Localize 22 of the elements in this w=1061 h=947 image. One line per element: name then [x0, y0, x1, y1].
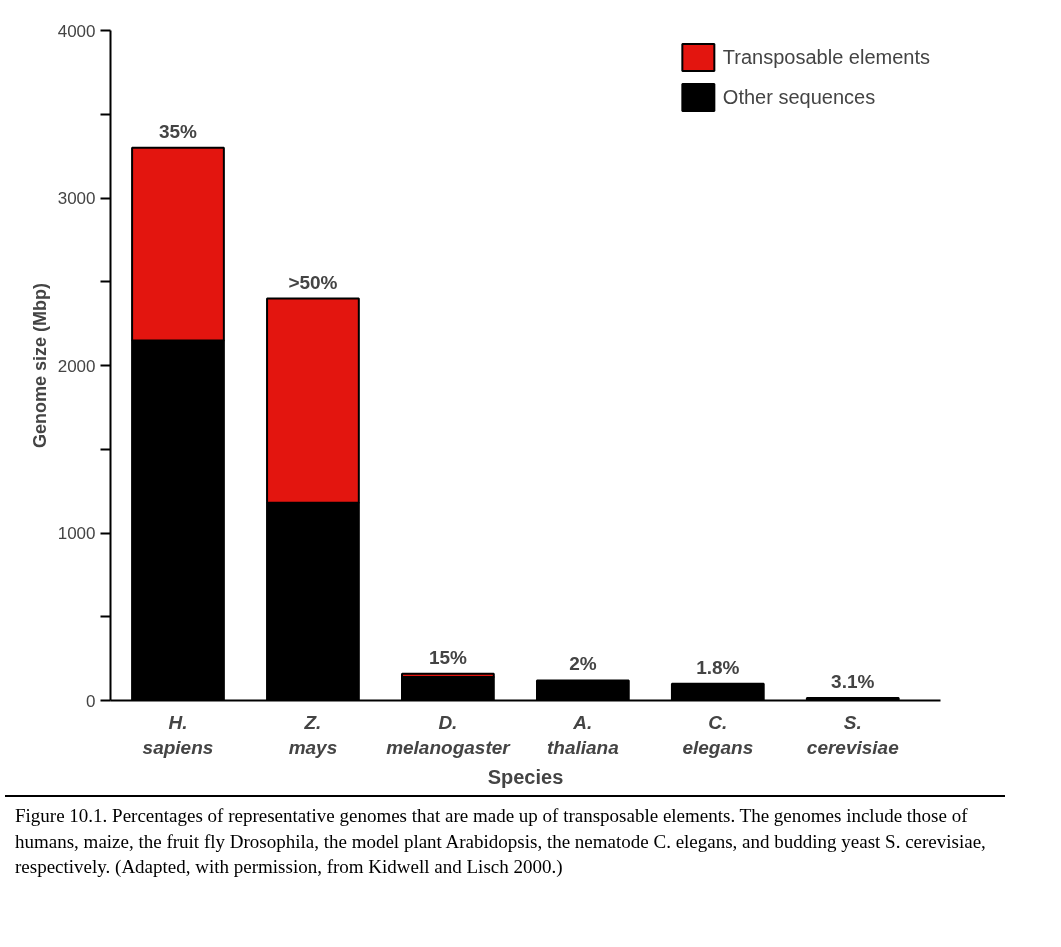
- annotation: >50%: [288, 271, 338, 293]
- y-tick-label: 3000: [57, 189, 96, 208]
- caption: Figure 10.1. Percentages of representative genomes that are made up of transposable elements. The genomes include those of humans, maize, the fruit fly Drosophila, the model plant Arabidopsis, the nematode C. elegans, and budding yeast S. cerevisiae, respectively. (Adapted, with permission, from Kidwell and Lisch 2000.): [5, 795, 1005, 886]
- y-tick-label: 4000: [57, 21, 96, 41]
- annotation: 35%: [158, 120, 198, 142]
- x-tick-label: Z. mays: [288, 711, 338, 758]
- x-tick-label: S. cerevisiae: [806, 711, 900, 758]
- y-tick-label: 0: [86, 691, 96, 711]
- y-tick-label: 2000: [57, 356, 96, 376]
- x-tick-label: D. melanogaster: [386, 711, 512, 758]
- annotation: 2%: [569, 653, 597, 675]
- x-tick-label: C. elegans: [682, 711, 754, 758]
- x-tick-label: A. thaliana: [546, 711, 620, 758]
- y-axis-title: Genome size (Mbp): [29, 282, 50, 449]
- x-tick-label: H. sapiens: [142, 711, 214, 758]
- annotation: 3.1%: [831, 670, 875, 692]
- legend-label: Transposable elements: [722, 45, 930, 69]
- legend-label: Other sequences: [722, 85, 876, 109]
- x-axis-title: Species: [487, 765, 564, 788]
- annotation: 1.8%: [696, 656, 740, 678]
- y-tick-label: 1000: [57, 524, 96, 543]
- annotation: 15%: [428, 646, 468, 668]
